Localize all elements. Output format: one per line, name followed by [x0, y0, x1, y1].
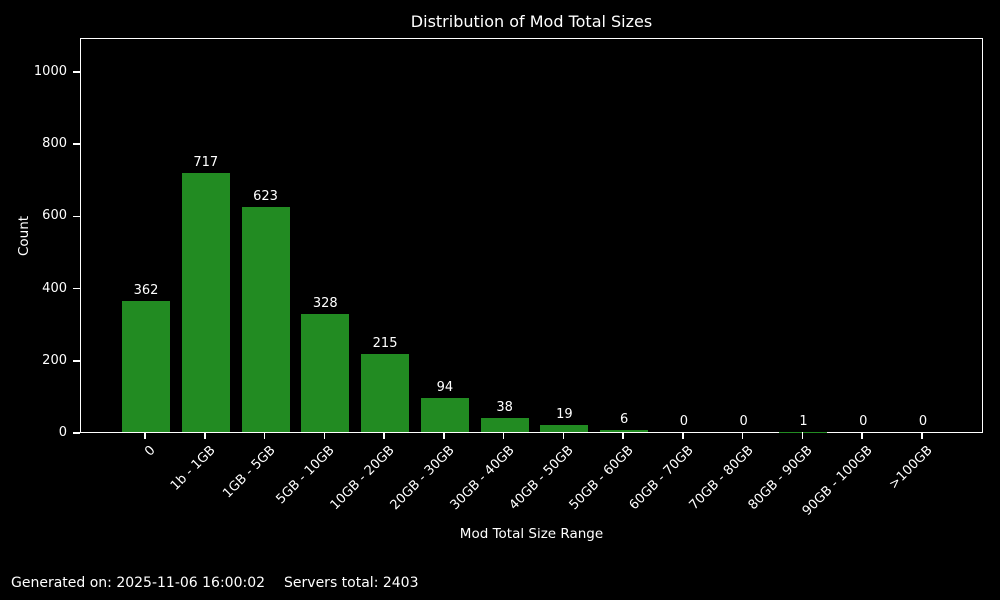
- bar-value-label: 6: [620, 411, 629, 427]
- y-tick-mark: [73, 215, 80, 218]
- x-tick-mark: [741, 432, 744, 439]
- x-tick-mark: [562, 432, 565, 439]
- y-axis-label: Count: [12, 38, 36, 433]
- bar: [480, 418, 529, 432]
- x-tick-label: 50GB - 60GB: [566, 443, 637, 514]
- y-tick-label: 600: [42, 208, 67, 224]
- bar-value-label: 0: [859, 414, 868, 429]
- y-tick-mark: [73, 143, 80, 145]
- bar: [181, 173, 230, 432]
- bar: [361, 354, 410, 432]
- chart-title: Distribution of Mod Total Sizes: [410, 12, 653, 31]
- y-tick-label: 1000: [33, 63, 67, 79]
- y-tick-mark: [73, 360, 80, 362]
- bar-value-label: 717: [193, 155, 219, 171]
- footer: Generated on: 2025-11-06 16:00:02 Server…: [11, 575, 419, 591]
- plot-area: 362 717 623 328 215 94 38 19 6 0 0 1 0 0: [80, 38, 983, 433]
- bar: [241, 207, 290, 432]
- x-tick-mark: [622, 432, 624, 439]
- x-tick-mark: [801, 432, 804, 439]
- x-tick-mark: [502, 432, 505, 439]
- bar: [540, 425, 589, 432]
- bar-value-label: 215: [372, 336, 398, 352]
- x-tick-mark: [682, 432, 684, 439]
- x-tick-label: 90GB - 100GB: [799, 443, 876, 519]
- bar-value-label: 362: [133, 283, 159, 299]
- bar-value-label: 328: [312, 295, 338, 311]
- x-tick-mark: [383, 432, 385, 439]
- bar-value-label: 19: [556, 407, 573, 423]
- x-tick-mark: [443, 432, 445, 439]
- bar-value-label: 0: [739, 414, 748, 429]
- x-tick-label: >100GB: [886, 443, 936, 493]
- y-tick-label: 800: [42, 136, 67, 152]
- bar-value-label: 38: [496, 400, 513, 416]
- y-tick-mark: [73, 432, 80, 434]
- x-tick-label: 40GB - 50GB: [506, 443, 577, 514]
- bar-value-label: 623: [253, 189, 278, 205]
- x-tick-mark: [144, 432, 146, 439]
- x-tick-label: 0: [142, 443, 159, 460]
- y-tick-mark: [73, 287, 80, 290]
- y-tick-label: 400: [42, 280, 67, 296]
- x-tick-mark: [921, 432, 923, 439]
- generated-timestamp: Generated on: 2025-11-06 16:00:02: [11, 575, 266, 591]
- servers-total: Servers total: 2403: [284, 575, 419, 591]
- x-tick-label: 80GB - 90GB: [746, 443, 817, 514]
- x-tick-label: 20GB - 30GB: [387, 443, 458, 514]
- x-tick-label: 30GB - 40GB: [447, 443, 518, 514]
- x-tick-label: 5GB - 10GB: [273, 443, 338, 508]
- y-tick-mark: [73, 71, 80, 73]
- x-tick-label: 1GB - 5GB: [219, 443, 279, 502]
- x-tick-mark: [263, 432, 266, 439]
- bar-value-label: 0: [918, 414, 928, 429]
- bar: [301, 313, 350, 432]
- bar-value-label: 94: [436, 380, 454, 396]
- x-tick-label: 60GB - 70GB: [626, 443, 697, 514]
- bar-value-label: 1: [799, 413, 808, 429]
- y-tick-label: 200: [42, 352, 67, 368]
- bar: [600, 429, 649, 432]
- bar: [420, 398, 469, 432]
- bar: [122, 301, 170, 432]
- x-tick-mark: [861, 432, 863, 439]
- x-tick-label: 1b - 1GB: [167, 443, 219, 494]
- y-tick-label: 0: [58, 425, 67, 440]
- x-tick-mark: [323, 432, 326, 439]
- bar-value-label: 0: [679, 414, 689, 429]
- x-tick-mark: [204, 432, 206, 439]
- x-tick-label: 10GB - 20GB: [327, 443, 398, 514]
- x-axis-label: Mod Total Size Range: [459, 526, 604, 542]
